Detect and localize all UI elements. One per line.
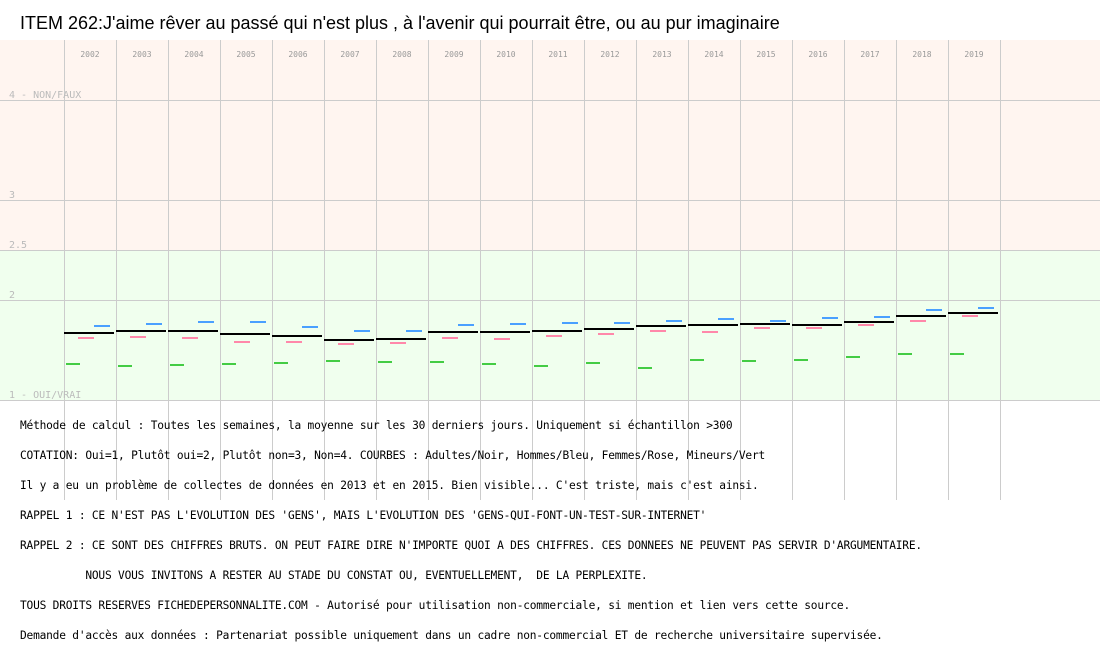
x-tick-label: 2004 — [184, 50, 203, 59]
x-tick-label: 2002 — [80, 50, 99, 59]
y-tick-label: 2.5 — [9, 240, 27, 251]
x-tick-label: 2017 — [860, 50, 879, 59]
y-tick-label: 3 — [9, 190, 15, 201]
x-tick-label: 2008 — [392, 50, 411, 59]
x-tick-label: 2010 — [496, 50, 515, 59]
x-tick-label: 2003 — [132, 50, 151, 59]
y-axis-ticks: 4 - NON/FAUX 3 2.5 2 1 - OUI/VRAI — [9, 90, 81, 401]
x-tick-label: 2015 — [756, 50, 775, 59]
note-line: NOUS VOUS INVITONS A RESTER AU STADE DU … — [20, 569, 648, 582]
x-tick-label: 2013 — [652, 50, 671, 59]
y-tick-label: 1 - OUI/VRAI — [9, 390, 81, 401]
x-tick-label: 2005 — [236, 50, 255, 59]
x-tick-label: 2009 — [444, 50, 463, 59]
note-line: Il y a eu un problème de collectes de do… — [20, 479, 759, 492]
gridlines — [0, 40, 1100, 500]
chart-title: ITEM 262:J'aime rêver au passé qui n'est… — [20, 13, 780, 33]
series-femmes — [78, 315, 978, 345]
x-tick-label: 2019 — [964, 50, 983, 59]
x-tick-label: 2007 — [340, 50, 359, 59]
x-axis-years: 2002 2003 2004 2005 2006 2007 2008 2009 2010 2011… — [80, 50, 983, 59]
chart-notes: Méthode de calcul : Toutes les semaines,… — [20, 401, 1095, 651]
note-line: COTATION: Oui=1, Plutôt oui=2, Plutôt no… — [20, 449, 766, 462]
y-tick-label: 4 - NON/FAUX — [9, 90, 81, 101]
x-tick-label: 2018 — [912, 50, 931, 59]
x-tick-label: 2016 — [808, 50, 827, 59]
upper-zone-background — [0, 40, 1100, 250]
note-line: RAPPEL 1 : CE N'EST PAS L'EVOLUTION DES … — [20, 509, 707, 522]
note-line: Demande d'accès aux données : Partenaria… — [20, 629, 883, 642]
data-series — [64, 307, 998, 369]
lower-zone-background — [0, 250, 1100, 400]
x-tick-label: 2014 — [704, 50, 723, 59]
series-hommes — [94, 307, 994, 332]
x-tick-label: 2011 — [548, 50, 567, 59]
y-tick-label: 2 — [9, 290, 15, 301]
x-tick-label: 2006 — [288, 50, 307, 59]
note-line: Méthode de calcul : Toutes les semaines,… — [20, 419, 733, 432]
series-mineurs — [66, 353, 964, 369]
series-adultes — [64, 312, 998, 341]
x-tick-label: 2012 — [600, 50, 619, 59]
note-line: RAPPEL 2 : CE SONT DES CHIFFRES BRUTS. O… — [20, 539, 922, 552]
note-line: TOUS DROITS RESERVES FICHEDEPERSONNALITE… — [20, 599, 851, 612]
